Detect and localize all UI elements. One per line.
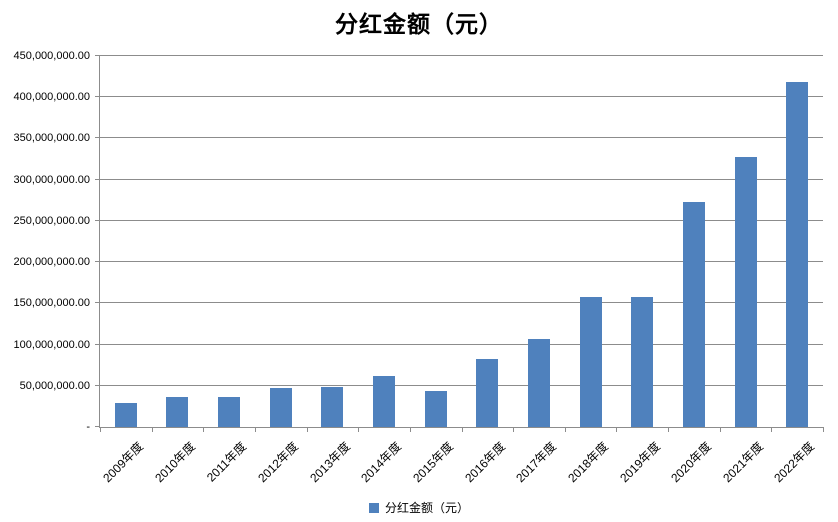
- gridline: [100, 343, 823, 345]
- y-axis-tick: [95, 261, 100, 263]
- bar-2012年度: [269, 388, 292, 427]
- x-axis-label: 2022年度: [771, 439, 818, 486]
- x-axis-label: 2015年度: [410, 439, 456, 486]
- x-axis-tick: [151, 427, 153, 432]
- bar-2015年度: [424, 390, 447, 427]
- legend-marker-icon: [368, 502, 379, 513]
- gridline: [100, 219, 823, 221]
- x-axis-tick: [823, 427, 824, 432]
- bar-2017年度: [527, 338, 550, 427]
- bar-2020年度: [682, 201, 705, 427]
- legend-label: 分红金额（元）: [384, 501, 469, 515]
- bar-2009年度: [114, 403, 137, 427]
- x-axis-label: 2016年度: [461, 439, 508, 486]
- bar-2013年度: [321, 387, 344, 427]
- gridline: [100, 261, 823, 263]
- x-axis-tick: [203, 427, 205, 432]
- legend: 分红金额（元）: [0, 499, 838, 516]
- x-axis-label: 2013年度: [306, 439, 353, 486]
- bar-2011年度: [218, 396, 241, 427]
- gridline: [100, 137, 823, 139]
- x-axis-tick: [668, 427, 670, 432]
- x-axis-label: 2014年度: [358, 439, 405, 486]
- gridline: [100, 384, 823, 386]
- bar-2019年度: [631, 296, 654, 427]
- x-axis-label: 2020年度: [668, 439, 715, 486]
- y-axis-label: 50,000,000.00: [19, 379, 90, 392]
- gridline: [100, 55, 823, 56]
- plot-area: - 50,000,000.00 100,000,000.00 150,000,000.…: [14, 50, 824, 485]
- x-axis-tick: [100, 427, 101, 432]
- y-axis-label: 100,000,000.00: [13, 338, 90, 351]
- x-axis-label: 2019年度: [616, 439, 663, 486]
- y-axis-tick: [95, 384, 100, 386]
- x-axis-label: 2018年度: [565, 439, 611, 486]
- x-axis-tick: [461, 427, 463, 432]
- x-axis-label: 2012年度: [255, 439, 302, 486]
- x-axis-tick: [771, 427, 773, 432]
- y-axis-tick: [95, 426, 100, 427]
- x-axis-label: 2017年度: [513, 439, 560, 486]
- x-axis-tick: [306, 427, 308, 432]
- x-axis-tick: [409, 427, 411, 432]
- gridline: [100, 96, 823, 98]
- y-axis-label: 400,000,000.00: [13, 91, 90, 104]
- y-axis-tick: [95, 302, 100, 304]
- x-axis-tick: [254, 427, 256, 432]
- y-axis-tick: [95, 137, 100, 139]
- x-axis-label: 2021年度: [720, 439, 766, 486]
- x-axis-tick: [513, 427, 515, 432]
- x-axis-label: 2009年度: [100, 439, 147, 486]
- x-axis-label: 2011年度: [204, 439, 250, 485]
- y-axis-label: -: [86, 421, 90, 433]
- bar-2021年度: [734, 157, 757, 427]
- bar-2016年度: [476, 359, 499, 427]
- y-axis-tick: [95, 219, 100, 221]
- bar-2022年度: [786, 82, 809, 427]
- y-axis-label: 250,000,000.00: [13, 214, 90, 227]
- x-axis-tick: [564, 427, 566, 432]
- x-axis-label: 2010年度: [152, 439, 198, 486]
- gridline: [100, 178, 823, 180]
- y-axis-tick: [95, 96, 100, 98]
- bar-2014年度: [373, 375, 396, 427]
- bar-2010年度: [166, 396, 189, 427]
- y-axis-label: 450,000,000.00: [13, 50, 90, 62]
- y-axis-label: 150,000,000.00: [13, 297, 90, 310]
- y-axis-label: 200,000,000.00: [13, 256, 90, 269]
- y-axis-label: 300,000,000.00: [13, 173, 90, 186]
- x-axis-tick: [719, 427, 721, 432]
- y-axis-label: 350,000,000.00: [13, 132, 90, 145]
- x-axis-tick: [616, 427, 618, 432]
- y-axis-tick: [95, 55, 100, 56]
- chart-title: 分红金额（元）: [335, 11, 503, 38]
- y-axis-tick: [95, 343, 100, 345]
- bar-2018年度: [579, 296, 602, 427]
- gridline: [100, 302, 823, 304]
- x-axis-tick: [358, 427, 360, 432]
- y-axis-tick: [95, 178, 100, 180]
